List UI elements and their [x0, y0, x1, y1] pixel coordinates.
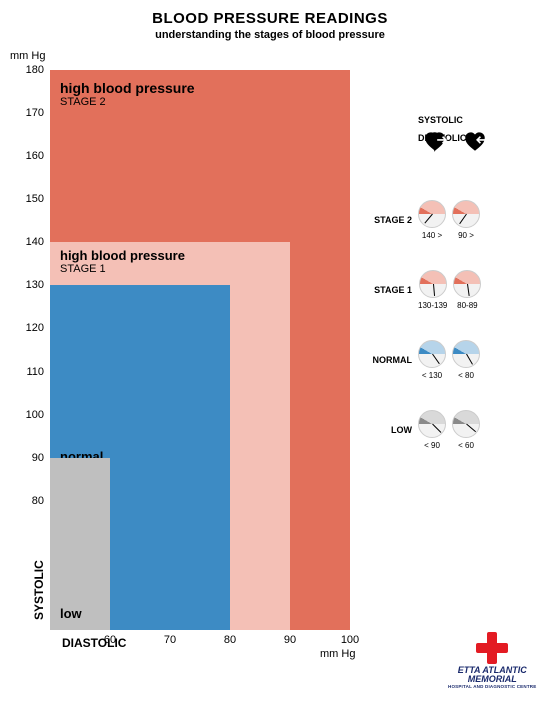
legend-stage-label: STAGE 1: [370, 285, 412, 295]
gauge-icon: [418, 340, 446, 368]
legend-stage-label: LOW: [370, 425, 412, 435]
brand-logo: ETTA ATLANTIC MEMORIAL HOSPITAL AND DIAG…: [448, 632, 536, 689]
gauge-col-dia: 80-89: [453, 270, 481, 310]
region-label-low: low: [60, 606, 82, 621]
y-axis-label: SYSTOLIC: [32, 560, 46, 620]
page-subtitle: understanding the stages of blood pressu…: [0, 29, 540, 41]
red-cross-icon: [476, 632, 508, 664]
heart-out-icon: [422, 128, 448, 154]
x-unit-label: mm Hg: [320, 648, 355, 660]
region-low: low: [50, 458, 110, 630]
heart-in-icon: [462, 128, 488, 154]
gauge-value: < 60: [458, 441, 474, 450]
gauge-icon: [452, 410, 480, 438]
gauge-col-sys: 140 >: [418, 200, 446, 240]
logo-sub: MEMORIAL: [448, 675, 536, 684]
region-label-stage2: high blood pressure: [60, 80, 195, 96]
gauge-value: < 90: [424, 441, 440, 450]
ytick: 180: [14, 64, 44, 76]
bp-chart: high blood pressureSTAGE 2high blood pre…: [50, 70, 350, 630]
ytick: 150: [14, 193, 44, 205]
legend-head-systolic: SYSTOLIC: [418, 115, 458, 125]
gauge-icon: [452, 340, 480, 368]
legend-stage-label: NORMAL: [370, 355, 412, 365]
gauge-col-dia: < 60: [452, 410, 480, 450]
ytick: 100: [14, 409, 44, 421]
gauge-value: < 130: [422, 371, 442, 380]
region-sublabel-stage1: STAGE 1: [60, 263, 106, 275]
gauge-icon: [419, 270, 447, 298]
ytick: 90: [14, 452, 44, 464]
legend-row: STAGE 2 140 > 90 >: [370, 200, 486, 240]
ytick: 80: [14, 495, 44, 507]
region-sublabel-stage2: STAGE 2: [60, 96, 106, 108]
gauge-value: < 80: [458, 371, 474, 380]
logo-tag: HOSPITAL AND DIAGNOSTIC CENTRE: [448, 684, 536, 689]
gauge-col-sys: < 90: [418, 410, 446, 450]
gauge-value: 130-139: [418, 301, 447, 310]
gauge-col-sys: < 130: [418, 340, 446, 380]
gauge-value: 80-89: [457, 301, 477, 310]
y-unit-label: mm Hg: [10, 50, 45, 62]
gauge-icon: [453, 270, 481, 298]
gauge-value: 140 >: [422, 231, 442, 240]
gauge-icon: [418, 410, 446, 438]
region-label-stage1: high blood pressure: [60, 248, 185, 263]
gauge-col-dia: 90 >: [452, 200, 480, 240]
xtick: 70: [160, 634, 180, 646]
gauge-col-dia: < 80: [452, 340, 480, 380]
ytick: 110: [14, 366, 44, 378]
legend-row: STAGE 1 130-139 80-89: [370, 270, 487, 310]
xtick: 60: [100, 634, 120, 646]
gauge-icon: [418, 200, 446, 228]
gauge-icon: [452, 200, 480, 228]
gauge-value: 90 >: [458, 231, 474, 240]
ytick: 170: [14, 107, 44, 119]
ytick: 130: [14, 279, 44, 291]
xtick: 90: [280, 634, 300, 646]
gauge-col-sys: 130-139: [418, 270, 447, 310]
ytick: 160: [14, 150, 44, 162]
xtick: 100: [340, 634, 360, 646]
legend-row: NORMAL < 130 < 80: [370, 340, 486, 380]
ytick: 120: [14, 322, 44, 334]
ytick: 140: [14, 236, 44, 248]
legend-stage-label: STAGE 2: [370, 215, 412, 225]
legend-row: LOW < 90 < 60: [370, 410, 486, 450]
page-title: BLOOD PRESSURE READINGS: [0, 0, 540, 27]
xtick: 80: [220, 634, 240, 646]
